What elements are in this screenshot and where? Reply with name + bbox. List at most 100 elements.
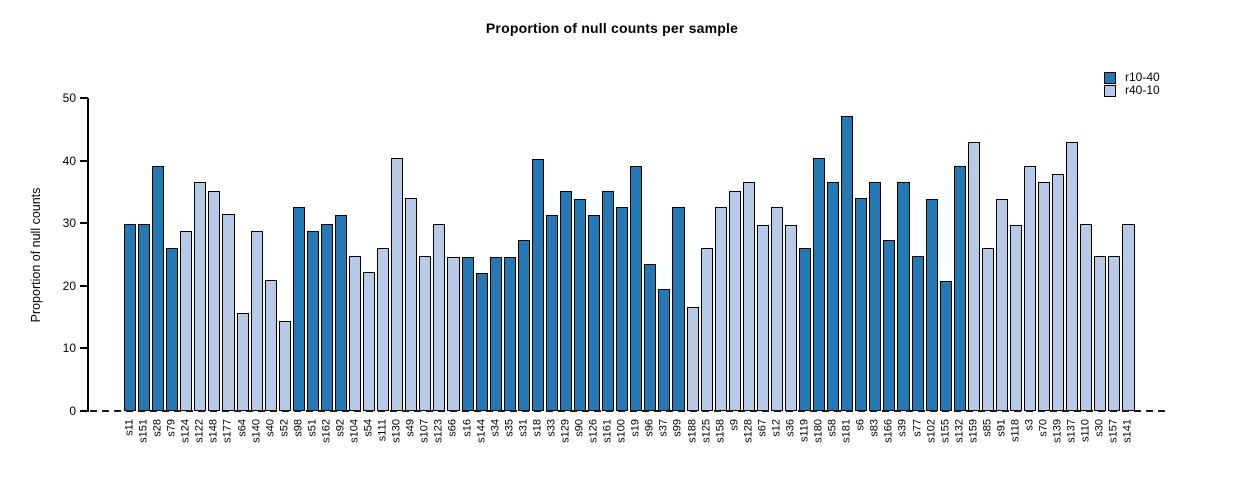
x-tick-label: s132: [953, 419, 966, 443]
x-tick-label: s9: [728, 419, 741, 431]
x-label-slot: s30: [1094, 416, 1106, 486]
y-tick-mark: [80, 284, 88, 287]
bar-s118: [1009, 224, 1022, 411]
x-label-slot: s158: [714, 416, 727, 486]
x-label-slot: s31: [517, 416, 530, 486]
bar-s141: [1122, 223, 1135, 411]
y-tick-mark: [80, 410, 88, 412]
x-tick-label: s33: [545, 419, 558, 437]
x-tick-label: s12: [770, 419, 783, 437]
bar-s107: [419, 256, 432, 411]
bar-s123: [433, 223, 446, 411]
x-tick-label: s107: [418, 419, 431, 443]
x-tick-label: s181: [840, 419, 853, 443]
x-label-slot: s126: [588, 416, 600, 486]
x-label-slot: s111: [377, 416, 389, 486]
x-label-slot: s148: [208, 416, 220, 486]
bar-s79: [166, 247, 179, 411]
bar-s54: [363, 272, 376, 411]
bar-s66: [447, 257, 460, 411]
bar-s28: [152, 165, 165, 411]
bar-s166: [883, 239, 896, 411]
x-tick-label: s91: [995, 419, 1008, 437]
bar-s137: [1066, 141, 1079, 411]
x-tick-label: s83: [868, 419, 881, 437]
x-label-slot: s37: [658, 416, 670, 486]
bar-s102: [925, 198, 938, 411]
bar-s77: [911, 256, 924, 411]
x-label-slot: s124: [180, 416, 192, 486]
bar-s128: [742, 181, 755, 411]
x-label-slot: s132: [953, 416, 966, 486]
x-tick-label: s37: [657, 419, 670, 437]
legend-label: r40-10: [1125, 83, 1160, 97]
bar-s151: [138, 223, 151, 411]
x-tick-label: s144: [475, 419, 488, 443]
bar-s40: [264, 280, 277, 411]
bar-s16: [461, 257, 474, 411]
x-tick-label: s34: [489, 419, 502, 437]
bar-s99: [672, 206, 685, 411]
x-tick-label: s3: [1023, 419, 1036, 431]
bar-s122: [194, 181, 207, 411]
y-tick-mark: [80, 97, 88, 99]
x-tick-label: s157: [1107, 419, 1120, 443]
bar-s30: [1094, 256, 1107, 411]
x-label-slot: s157: [1108, 416, 1120, 486]
x-label-slot: s129: [559, 416, 572, 486]
x-tick-label: s129: [559, 419, 572, 443]
bar-s144: [475, 272, 488, 411]
x-tick-label: s85: [981, 419, 994, 437]
x-label-slot: s51: [306, 416, 319, 486]
x-label-slot: s66: [447, 416, 459, 486]
x-tick-label: s31: [517, 419, 530, 437]
x-tick-label: s99: [671, 419, 684, 437]
bar-s51: [306, 231, 319, 411]
x-label-slot: s3: [1024, 416, 1036, 486]
x-tick-label: s125: [700, 419, 713, 443]
x-label-slot: s130: [391, 416, 403, 486]
x-label-slot: s91: [995, 416, 1008, 486]
bar-s64: [236, 312, 249, 411]
y-tick-label: 0: [69, 404, 76, 418]
bar-s49: [405, 198, 418, 411]
bar-s35: [503, 257, 516, 411]
bar-s104: [349, 255, 362, 411]
x-tick-label: s16: [461, 419, 474, 437]
x-tick-label: s155: [939, 419, 952, 443]
bar-s157: [1108, 256, 1121, 411]
bar-s161: [602, 191, 615, 411]
bar-s37: [658, 288, 671, 411]
bar-s91: [995, 198, 1008, 411]
x-label-slot: s92: [334, 416, 347, 486]
y-tick-mark: [80, 159, 88, 162]
legend-row-r40-10: r40-10: [1104, 84, 1160, 97]
bar-s181: [841, 116, 854, 411]
x-label-slot: s107: [419, 416, 431, 486]
x-tick-label: s122: [193, 419, 206, 443]
bar-s162: [320, 223, 333, 411]
x-label-slot: s39: [897, 416, 909, 486]
bar-s36: [784, 224, 797, 411]
x-axis-labels: s11 s151 s28 s79 s124 s122 s148 s177 s64 s140 s40 s…: [124, 416, 1134, 486]
x-label-slot: s159: [967, 416, 980, 486]
x-label-slot: s119: [799, 416, 811, 486]
x-label-slot: s28: [152, 416, 164, 486]
bar-s188: [686, 307, 699, 411]
x-tick-label: s139: [1051, 419, 1064, 443]
x-label-slot: s77: [911, 416, 924, 486]
x-tick-label: s110: [1079, 419, 1092, 443]
x-label-slot: s33: [545, 416, 558, 486]
zero-baseline-dashed: [90, 410, 1166, 412]
x-tick-label: s35: [503, 419, 516, 437]
x-tick-label: s137: [1065, 419, 1078, 443]
x-tick-label: s177: [221, 419, 234, 443]
x-label-slot: s12: [770, 416, 783, 486]
x-tick-label: s151: [137, 419, 150, 443]
x-tick-label: s140: [250, 419, 263, 443]
bar-s12: [770, 206, 783, 411]
bar-s130: [391, 158, 404, 411]
bar-s155: [939, 280, 952, 411]
bar-s96: [644, 263, 657, 411]
x-label-slot: s19: [630, 416, 642, 486]
